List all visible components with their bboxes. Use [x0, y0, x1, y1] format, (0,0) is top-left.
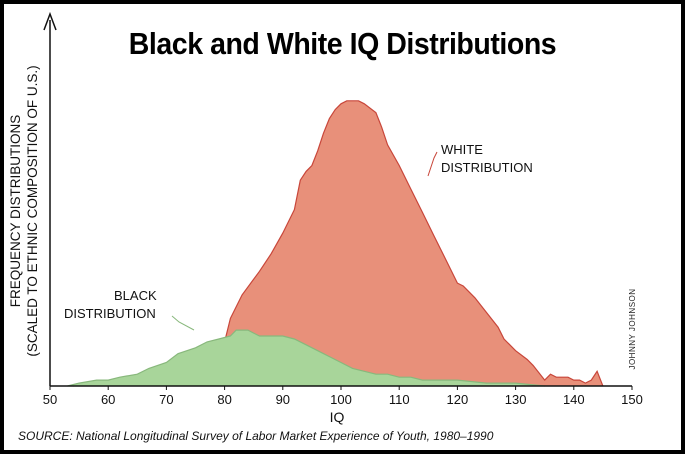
source-note: SOURCE: National Longitudinal Survey of …	[18, 429, 494, 443]
black-label-line-2: DISTRIBUTION	[64, 306, 156, 321]
x-tick-label-90: 90	[276, 392, 290, 407]
x-tick-label-140: 140	[563, 392, 585, 407]
x-axis-label: IQ	[330, 409, 345, 425]
black-label-line-1: BLACK	[114, 288, 157, 303]
x-ticks: 50 60 70 80 90 100 110 120 130 140 150	[43, 386, 643, 407]
series-areas	[67, 100, 604, 387]
y-axis-arrow	[43, 11, 57, 31]
chart-title: Black and White IQ Distributions	[128, 26, 557, 61]
x-tick-label-120: 120	[447, 392, 469, 407]
chart-plot: 50 60 70 80 90 100 110 120 130 140 150 IQ WHITE DI…	[43, 11, 643, 425]
black-pointer-line	[171, 315, 195, 331]
x-tick-label-80: 80	[217, 392, 231, 407]
white-label-line-2: DISTRIBUTION	[441, 160, 533, 175]
x-tick-label-50: 50	[43, 392, 57, 407]
x-tick-label-70: 70	[159, 392, 173, 407]
x-tick-label-60: 60	[101, 392, 115, 407]
series-outline-black	[67, 329, 545, 387]
x-tick-label-130: 130	[505, 392, 527, 407]
artist-credit: JOHNNY JOHNSON	[628, 288, 637, 370]
white-pointer-line	[427, 151, 438, 177]
x-tick-label-110: 110	[389, 392, 410, 407]
series-area-black	[67, 330, 545, 386]
x-tick-label-100: 100	[330, 392, 352, 407]
white-label-line-1: WHITE	[441, 142, 483, 157]
series-area-white	[73, 100, 603, 387]
chart-frame: Black and White IQ Distributions FREQUEN…	[4, 4, 681, 450]
x-tick-label-150: 150	[621, 392, 643, 407]
